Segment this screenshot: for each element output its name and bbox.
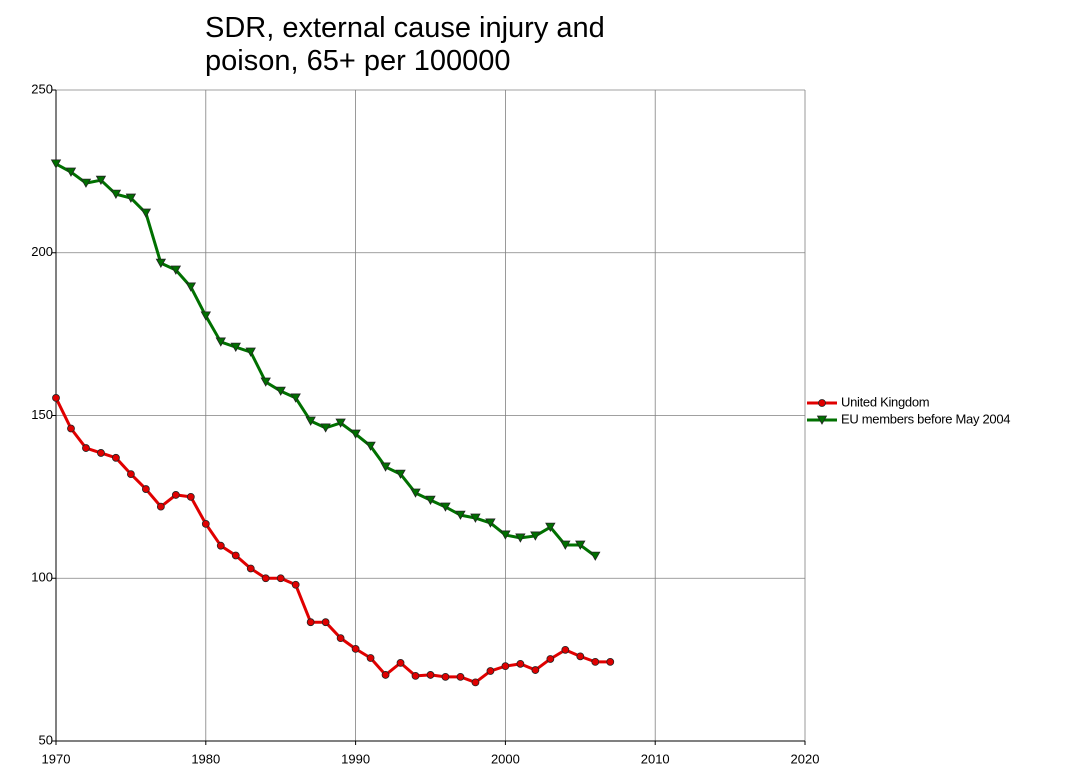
y-tick-label: 200 <box>31 244 53 259</box>
point <box>155 258 167 268</box>
y-tick-label: 250 <box>31 81 53 96</box>
legend-label: United Kingdom <box>841 394 929 409</box>
point <box>456 672 465 681</box>
point <box>818 399 826 407</box>
point <box>186 492 195 501</box>
point <box>185 282 197 292</box>
point <box>560 540 571 550</box>
x-tick-label: 1970 <box>42 751 71 766</box>
series-line <box>55 162 597 558</box>
point <box>395 469 406 479</box>
point <box>351 644 360 653</box>
point <box>260 377 271 387</box>
point <box>82 444 90 452</box>
point <box>440 502 451 512</box>
point <box>156 502 165 511</box>
y-tick-label: 150 <box>31 407 53 422</box>
point <box>261 574 270 583</box>
point <box>275 386 286 396</box>
point <box>575 540 586 550</box>
point <box>486 667 495 675</box>
point <box>110 189 122 199</box>
point <box>230 342 241 352</box>
point <box>530 531 541 541</box>
point <box>52 394 60 402</box>
point <box>171 491 180 499</box>
point <box>67 424 75 433</box>
point <box>545 522 556 532</box>
legend-label: EU members before May 2004 <box>841 411 1010 426</box>
point <box>426 671 435 679</box>
point <box>336 634 345 643</box>
point <box>276 574 285 583</box>
point <box>321 618 330 627</box>
point <box>576 652 585 661</box>
point <box>455 510 466 520</box>
x-tick-label: 1980 <box>191 751 220 766</box>
point <box>350 429 361 439</box>
point <box>591 658 600 666</box>
point <box>320 423 331 433</box>
point <box>306 618 315 627</box>
point <box>215 337 226 347</box>
point <box>97 449 105 457</box>
y-tick-label: 100 <box>31 570 53 585</box>
point <box>546 655 555 663</box>
point <box>65 167 77 177</box>
point <box>501 662 510 671</box>
point <box>290 393 301 403</box>
x-tick-label: 2010 <box>641 751 670 766</box>
point <box>411 672 420 680</box>
point <box>305 416 316 426</box>
point <box>365 441 376 451</box>
point <box>126 470 135 478</box>
point <box>125 193 137 203</box>
point <box>590 551 601 561</box>
point <box>561 645 570 654</box>
chart-title: SDR, external cause injury and poison, 6… <box>205 12 605 77</box>
point <box>606 658 615 666</box>
x-tick-label: 1990 <box>341 751 370 766</box>
point <box>170 265 182 275</box>
point <box>485 518 496 528</box>
point <box>140 208 152 218</box>
point <box>141 485 150 493</box>
point <box>816 415 828 425</box>
point <box>531 666 540 674</box>
point <box>500 530 511 540</box>
point <box>200 311 211 321</box>
point <box>80 178 92 188</box>
point <box>245 347 256 357</box>
point <box>95 175 107 185</box>
point <box>380 462 391 472</box>
point <box>201 519 210 528</box>
point <box>410 488 421 498</box>
point <box>516 659 525 668</box>
point <box>112 453 120 462</box>
point <box>381 671 390 679</box>
point <box>425 495 436 505</box>
point <box>291 580 300 589</box>
x-tick-label: 2000 <box>491 751 520 766</box>
point <box>396 658 405 667</box>
point <box>470 513 481 523</box>
series-line <box>54 397 611 684</box>
point <box>471 678 480 687</box>
x-tick-label: 2020 <box>791 751 820 766</box>
point <box>441 672 450 681</box>
point <box>335 418 346 428</box>
point <box>231 551 240 560</box>
point <box>366 654 375 662</box>
y-tick-label: 50 <box>39 732 53 747</box>
point <box>216 541 225 550</box>
point <box>50 159 62 169</box>
point <box>515 533 526 543</box>
point <box>246 564 255 573</box>
